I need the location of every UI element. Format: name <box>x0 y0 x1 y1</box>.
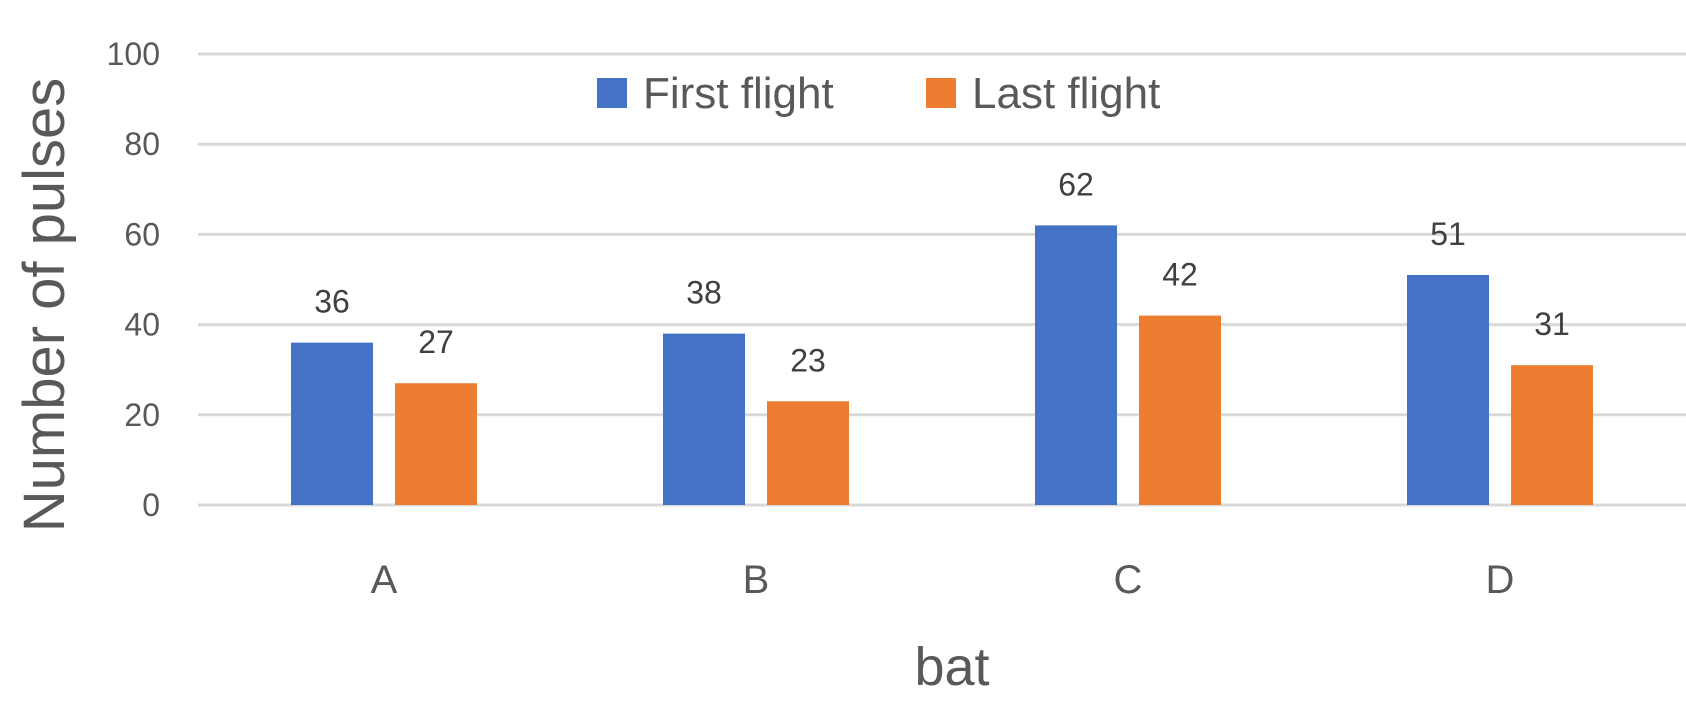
data-labels: 36 27 38 23 62 42 51 31 <box>314 166 1570 378</box>
y-axis-ticks: 0 20 40 60 80 100 <box>107 36 160 523</box>
y-tick-label: 100 <box>107 36 160 72</box>
legend-label-first-flight: First flight <box>643 69 834 118</box>
data-label: 38 <box>686 275 722 311</box>
bar-last-flight-c <box>1139 315 1221 505</box>
y-tick-label: 0 <box>142 487 160 523</box>
x-axis-title: bat <box>914 637 989 697</box>
legend-swatch-last-flight <box>926 78 956 108</box>
x-tick-label: B <box>743 558 770 602</box>
bar-last-flight-d <box>1511 365 1593 505</box>
legend-label-last-flight: Last flight <box>972 69 1160 118</box>
legend-swatch-first-flight <box>597 78 627 108</box>
legend: First flight Last flight <box>597 69 1160 118</box>
bar-first-flight-d <box>1407 274 1489 505</box>
y-tick-label: 80 <box>124 126 160 162</box>
data-label: 23 <box>790 342 826 378</box>
y-tick-label: 40 <box>124 307 160 343</box>
x-tick-label: C <box>1114 558 1143 602</box>
data-label: 36 <box>314 284 350 320</box>
x-tick-label: A <box>371 558 398 602</box>
data-label: 27 <box>418 324 454 360</box>
bar-first-flight-c <box>1035 225 1117 505</box>
y-tick-label: 20 <box>124 397 160 433</box>
x-axis-ticks: A B C D <box>371 558 1515 602</box>
x-tick-label: D <box>1486 558 1515 602</box>
data-label: 51 <box>1430 216 1466 252</box>
data-label: 62 <box>1058 166 1094 202</box>
bar-last-flight-a <box>395 383 477 505</box>
bar-first-flight-a <box>291 342 373 505</box>
bar-last-flight-b <box>767 401 849 505</box>
y-tick-label: 60 <box>124 216 160 252</box>
data-label: 42 <box>1162 257 1198 293</box>
bars <box>291 225 1593 505</box>
bar-first-flight-b <box>663 333 745 505</box>
y-axis-title: Number of pulses <box>12 78 77 533</box>
data-label: 31 <box>1534 306 1570 342</box>
